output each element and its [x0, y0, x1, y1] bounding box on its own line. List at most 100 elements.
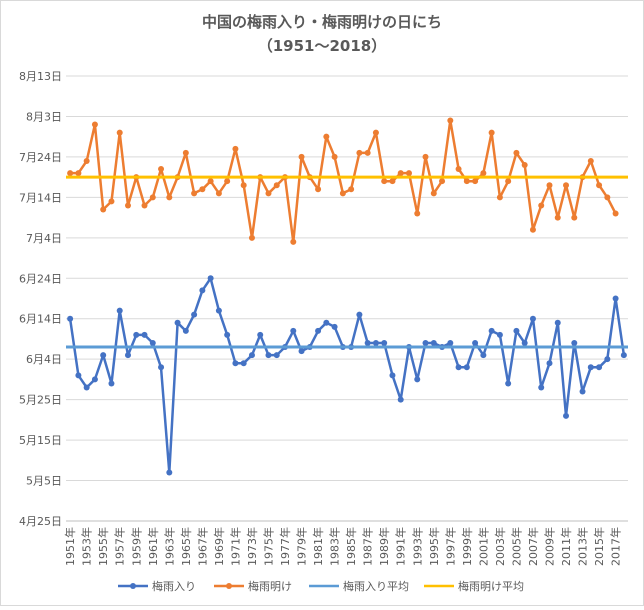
data-point: [158, 364, 165, 371]
data-point: [389, 178, 396, 185]
data-point: [116, 129, 123, 136]
data-point: [298, 153, 305, 160]
x-tick-label: 1951年: [63, 527, 77, 566]
data-point: [199, 287, 206, 294]
data-point: [496, 194, 503, 201]
data-point: [381, 178, 388, 185]
data-point: [215, 190, 222, 197]
x-tick-label: 1985年: [344, 527, 358, 566]
chart-title-line-1: 中国の梅雨入り・梅雨明けの日にち: [202, 13, 442, 31]
data-point: [166, 469, 173, 476]
x-tick-label: 1963年: [162, 527, 176, 566]
legend-label: 梅雨明け: [248, 579, 292, 593]
data-point: [455, 364, 462, 371]
data-point: [463, 364, 470, 371]
data-point: [83, 157, 90, 164]
data-point: [579, 388, 586, 395]
legend-label: 梅雨明け平均: [458, 579, 524, 593]
data-point: [108, 198, 115, 205]
data-point: [141, 331, 148, 338]
data-point: [199, 186, 206, 193]
x-tick-label: 1969年: [212, 527, 226, 566]
data-point: [182, 327, 189, 334]
y-tick-label: 8月3日: [26, 110, 62, 123]
data-point: [248, 352, 255, 359]
x-tick-label: 1975年: [261, 527, 275, 566]
data-point: [414, 376, 421, 383]
x-tick-label: 1991年: [394, 527, 408, 566]
data-point: [538, 202, 545, 209]
data-point: [612, 295, 619, 302]
data-point: [604, 356, 611, 363]
data-point: [372, 340, 379, 346]
data-point: [331, 153, 338, 160]
data-point: [215, 307, 222, 314]
y-tick-label: 5月5日: [26, 475, 62, 488]
x-tick-label: 1981年: [311, 527, 325, 566]
data-point: [149, 340, 156, 346]
data-point: [265, 352, 272, 359]
x-tick-label: 1983年: [328, 527, 342, 566]
data-point: [612, 210, 619, 217]
data-point: [538, 384, 545, 391]
data-point: [100, 206, 107, 213]
x-tick-label: 1977年: [278, 527, 292, 566]
data-point: [83, 384, 90, 391]
data-point: [67, 170, 74, 177]
data-point: [248, 234, 255, 241]
data-point: [397, 170, 404, 177]
data-point: [224, 331, 231, 338]
data-point: [240, 360, 247, 367]
x-axis-tick-labels: 1951年 1953年 1955年 1957年 1959年 1961年 1963年 1965年…: [63, 527, 622, 566]
legend-item: 梅雨明け平均: [424, 579, 524, 593]
data-point: [563, 412, 570, 419]
data-point: [174, 319, 181, 326]
data-point: [422, 340, 429, 346]
data-point: [224, 178, 231, 185]
legend-marker: [226, 583, 232, 589]
plot-series: [66, 117, 628, 476]
data-point: [587, 364, 594, 371]
data-point: [488, 129, 495, 136]
data-point: [513, 149, 520, 156]
data-point: [364, 149, 371, 156]
legend-label: 梅雨入り: [152, 579, 196, 593]
x-tick-label: 2001年: [476, 527, 490, 566]
data-point: [521, 162, 528, 168]
data-point: [439, 178, 446, 185]
data-point: [232, 145, 239, 152]
x-tick-label: 2009年: [542, 527, 556, 566]
data-point: [323, 319, 330, 326]
data-point: [521, 340, 528, 346]
legend: 梅雨入り 梅雨明け 梅雨入り平均 梅雨明け平均: [118, 579, 524, 593]
y-tick-label: 8月13日: [19, 70, 62, 83]
x-tick-label: 1965年: [179, 527, 193, 566]
data-point: [529, 315, 536, 322]
data-point: [571, 214, 578, 221]
data-point: [166, 194, 173, 201]
data-point: [290, 327, 297, 334]
data-point: [191, 190, 198, 197]
data-point: [389, 372, 396, 379]
data-point: [381, 340, 388, 346]
data-point: [273, 182, 280, 189]
data-point: [447, 340, 454, 346]
data-point: [124, 202, 131, 209]
data-point: [182, 149, 189, 156]
data-point: [463, 178, 470, 185]
data-point: [513, 327, 520, 334]
data-point: [207, 275, 214, 282]
data-point: [430, 340, 437, 346]
data-point: [339, 190, 346, 197]
legend-item: 梅雨入り: [118, 579, 196, 593]
y-tick-label: 7月14日: [19, 191, 62, 204]
x-tick-label: 2013年: [576, 527, 590, 566]
x-tick-label: 1995年: [427, 527, 441, 566]
data-point: [290, 238, 297, 245]
data-point: [472, 178, 479, 185]
data-point: [596, 182, 603, 189]
data-point: [447, 117, 454, 124]
x-tick-label: 2005年: [509, 527, 523, 566]
